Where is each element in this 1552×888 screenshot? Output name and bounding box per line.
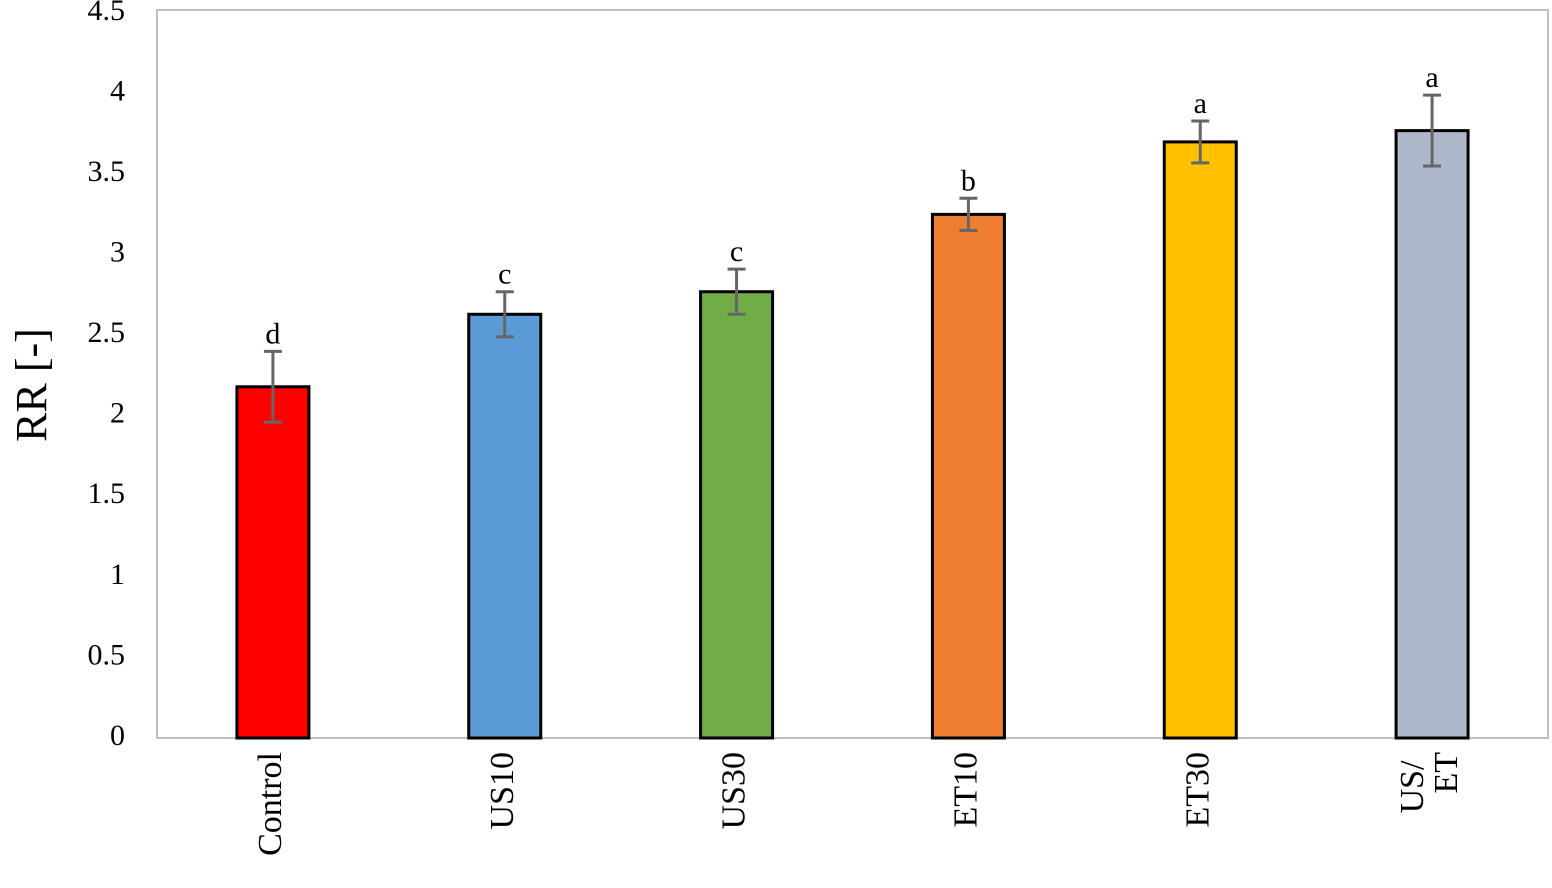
bar	[930, 212, 1006, 740]
significance-letter: c	[498, 258, 511, 291]
significance-letter: b	[961, 164, 976, 197]
bar	[1394, 129, 1470, 740]
significance-letter: a	[1425, 61, 1438, 94]
y-tick-label: 3.5	[88, 155, 126, 188]
y-tick-label: 1.5	[88, 477, 126, 510]
plot-area	[156, 9, 1549, 739]
bar	[1162, 140, 1238, 740]
x-tick-label-line: US30	[715, 752, 752, 829]
y-axis-label: RR [-]	[7, 328, 56, 442]
x-tick-label: US30	[715, 752, 752, 829]
bar	[467, 312, 543, 740]
x-tick-label-line: ET10	[947, 752, 984, 828]
significance-letter: c	[730, 235, 743, 268]
bar	[699, 290, 775, 740]
y-tick-label: 4.5	[88, 0, 126, 27]
x-tick-label-line: US10	[484, 752, 521, 829]
y-tick-label: 0.5	[88, 638, 126, 671]
y-tick-label: 4	[110, 74, 125, 107]
y-tick-label: 0	[110, 719, 125, 752]
x-tick-label-line: US/	[1394, 752, 1431, 813]
significance-letter: a	[1194, 87, 1207, 120]
y-tick-label: 3	[110, 236, 125, 269]
significance-letter: d	[265, 317, 280, 350]
x-tick-label: Control	[252, 752, 289, 856]
x-tick-label: US/ ET	[1394, 752, 1465, 814]
x-tick-label: ET30	[1179, 752, 1216, 828]
x-tick-label-line: ET30	[1179, 752, 1216, 828]
y-tick-label: 1	[110, 558, 125, 591]
bar	[235, 385, 311, 740]
x-tick-label-line: Control	[252, 752, 289, 856]
y-tick-label: 2.5	[88, 316, 126, 349]
x-tick-label-line: ET	[1428, 752, 1465, 794]
x-tick-label: ET10	[947, 752, 984, 828]
x-tick-label: US10	[484, 752, 521, 829]
y-tick-label: 2	[110, 397, 125, 430]
